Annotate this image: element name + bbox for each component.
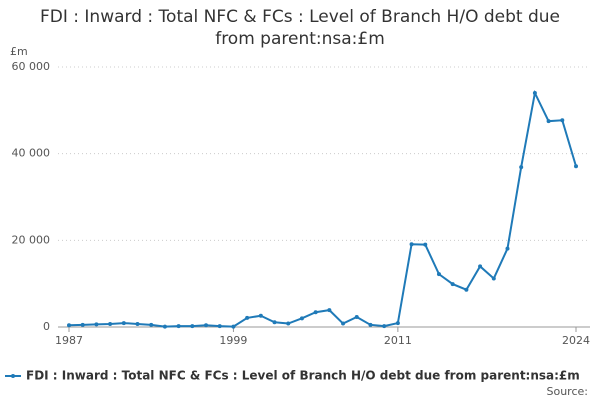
line xyxy=(68,89,577,328)
point xyxy=(574,164,578,169)
point xyxy=(245,315,250,320)
y-tick-label: 20 000 xyxy=(12,233,51,246)
point xyxy=(341,321,346,326)
y-tick-label: 40 000 xyxy=(12,147,51,160)
point xyxy=(532,91,537,95)
point xyxy=(135,321,140,326)
legend-label: FDI : Inward : Total NFC & FCs : Level o… xyxy=(26,369,580,383)
point xyxy=(258,313,263,318)
point xyxy=(368,322,373,327)
point xyxy=(436,272,441,277)
point xyxy=(382,324,387,329)
y-tick-label: 0 xyxy=(43,320,50,333)
point xyxy=(409,242,414,247)
point xyxy=(395,321,400,326)
x-tick-label: 1999 xyxy=(219,334,247,347)
point xyxy=(560,118,565,123)
point xyxy=(94,322,99,327)
x-tick-label: 2024 xyxy=(562,334,590,347)
point xyxy=(162,324,167,329)
point xyxy=(190,324,195,329)
point xyxy=(67,323,71,328)
point xyxy=(299,316,304,321)
point xyxy=(80,322,85,327)
chart-title: FDI : Inward : Total NFC & FCs : Level o… xyxy=(40,7,560,49)
point xyxy=(176,324,181,329)
y-axis-label: £m xyxy=(10,45,28,58)
point xyxy=(519,165,524,170)
x-tick-label: 1987 xyxy=(55,334,83,347)
point xyxy=(108,321,113,326)
point xyxy=(423,242,428,247)
point xyxy=(121,321,126,326)
point xyxy=(313,310,318,315)
legend-marker xyxy=(11,374,15,378)
point xyxy=(149,322,154,327)
point xyxy=(217,324,222,329)
point xyxy=(231,324,236,329)
point xyxy=(286,321,291,326)
point xyxy=(450,282,455,287)
point xyxy=(491,276,496,281)
point xyxy=(464,287,469,292)
x-tick-label: 2011 xyxy=(384,334,412,347)
point xyxy=(327,308,332,313)
point xyxy=(272,320,277,325)
point xyxy=(478,264,483,269)
point xyxy=(354,315,359,320)
y-tick-label: 60 000 xyxy=(12,60,51,73)
source: Source: xyxy=(547,385,589,398)
point xyxy=(505,246,510,251)
point xyxy=(546,119,551,124)
point xyxy=(204,323,209,328)
